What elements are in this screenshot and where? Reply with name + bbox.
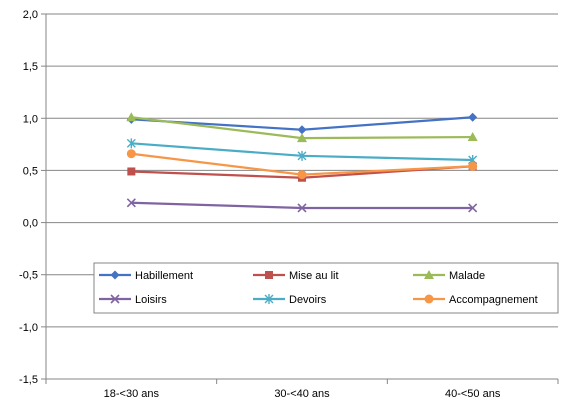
legend-label: Devoirs xyxy=(289,294,327,306)
data-point xyxy=(297,125,307,135)
data-point xyxy=(468,161,478,171)
legend-marker xyxy=(265,271,273,279)
series-accompagnement xyxy=(126,149,478,180)
x-tick-label: 40-<50 ans xyxy=(445,388,501,400)
series-habillement xyxy=(126,112,478,135)
legend-marker xyxy=(424,270,434,279)
data-point xyxy=(297,150,307,161)
legend-marker xyxy=(264,294,274,304)
legend-item: Malade xyxy=(413,270,485,282)
data-point xyxy=(297,170,307,180)
y-tick-label: -0,5 xyxy=(19,270,38,282)
y-tick-label: 0,0 xyxy=(23,218,38,230)
legend-item: Mise au lit xyxy=(253,270,339,282)
series-malade xyxy=(126,112,478,143)
data-point xyxy=(468,112,478,122)
data-point xyxy=(297,133,307,143)
series-group xyxy=(126,112,478,213)
data-point xyxy=(126,198,136,208)
y-tick-label: 1,5 xyxy=(23,61,38,73)
legend-marker xyxy=(424,294,434,304)
y-tick-label: 1,0 xyxy=(23,113,38,125)
data-point xyxy=(468,203,478,213)
legend: Habillement Mise au lit Malade Loisirs Devoi… xyxy=(93,262,559,314)
legend-label: Accompagnement xyxy=(449,294,538,306)
axes: 2,0 1,5 1,0 0,5 0,0 -0,5 -1,0 -1,5 18-<30 ans 30-… xyxy=(19,9,559,400)
legend-label: Loisirs xyxy=(135,294,167,306)
legend-label: Malade xyxy=(449,270,485,282)
legend-label: Mise au lit xyxy=(289,270,339,282)
gridlines xyxy=(46,13,558,380)
legend-item: Habillement xyxy=(99,270,193,282)
legend-box xyxy=(93,262,559,314)
legend-item: Loisirs xyxy=(99,294,167,306)
legend-item: Devoirs xyxy=(253,294,327,306)
x-tick-label: 18-<30 ans xyxy=(104,388,160,400)
data-point xyxy=(126,138,136,149)
series-loisirs xyxy=(126,198,478,213)
y-tick-label: 2,0 xyxy=(23,9,38,21)
data-point xyxy=(127,167,136,176)
legend-marker xyxy=(110,294,120,304)
legend-item: Accompagnement xyxy=(413,294,538,306)
data-point xyxy=(297,203,307,213)
data-point xyxy=(126,112,137,122)
data-point xyxy=(126,149,136,159)
series-devoirs xyxy=(126,138,478,165)
y-tick-label: 0,5 xyxy=(23,165,38,177)
y-tick-label: -1,0 xyxy=(19,322,38,334)
legend-label: Habillement xyxy=(135,270,193,282)
data-point xyxy=(467,132,478,142)
x-tick-label: 30-<40 ans xyxy=(274,388,330,400)
y-tick-label: -1,5 xyxy=(19,374,38,386)
legend-marker xyxy=(110,270,120,280)
